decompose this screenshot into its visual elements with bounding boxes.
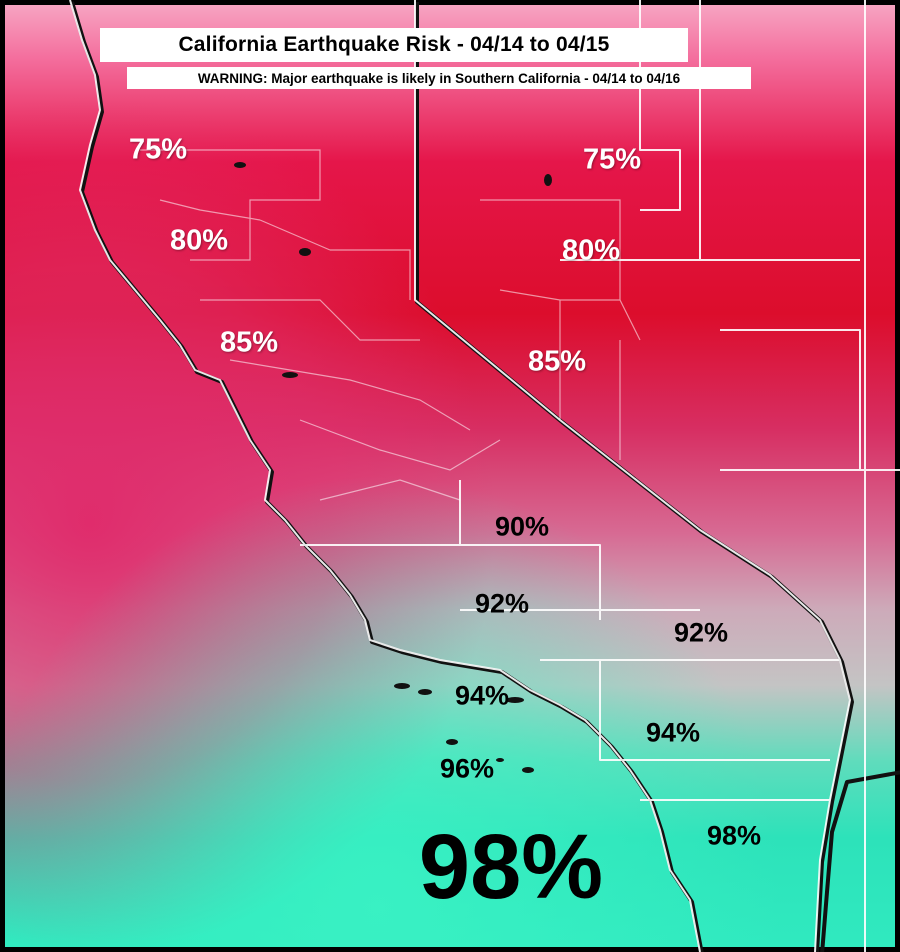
risk-label-e-92: 92% (673, 617, 729, 648)
map-title: California Earthquake Risk - 04/14 to 04… (178, 33, 610, 56)
risk-label-c-92: 92% (474, 588, 530, 619)
map-title-box: California Earthquake Risk - 04/14 to 04… (100, 28, 688, 62)
county-lines (140, 149, 641, 501)
risk-label-e-94: 94% (645, 717, 701, 748)
risk-label-ne-85: 85% (527, 345, 587, 378)
islands (234, 162, 552, 773)
coastline-highlight (69, 0, 900, 952)
warning-text: WARNING: Major earthquake is likely in S… (197, 70, 681, 86)
risk-label-c-96: 96% (439, 753, 495, 784)
risk-label-ne-80: 80% (561, 234, 621, 267)
warning-box: WARNING: Major earthquake is likely in S… (127, 67, 751, 89)
risk-label-ne-75: 75% (582, 143, 642, 176)
risk-label-nw-80: 80% (169, 224, 229, 257)
risk-label-c-90: 90% (494, 511, 550, 542)
risk-label-c-94: 94% (454, 680, 510, 711)
risk-label-main-98: 98% (418, 816, 604, 918)
risk-label-nw-85: 85% (219, 326, 279, 359)
risk-label-se-98: 98% (706, 820, 762, 851)
risk-label-nw-75: 75% (128, 133, 188, 166)
